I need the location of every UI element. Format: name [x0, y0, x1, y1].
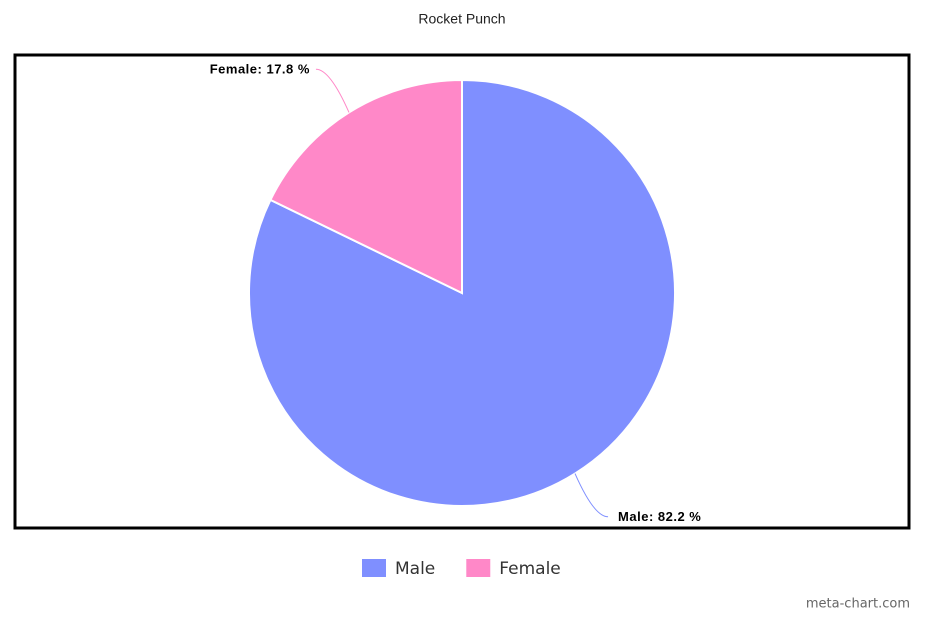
legend-swatch [362, 559, 386, 577]
label-connector [574, 473, 609, 518]
legend-label: Female [499, 559, 560, 579]
pie-slice [269, 78, 463, 295]
legend-label: Male [395, 559, 435, 579]
label-connector [315, 68, 350, 113]
data-label: Male: 82.2 % [618, 509, 701, 524]
pie-slice [248, 78, 676, 507]
data-label: Female: 17.8 % [210, 62, 310, 77]
credit: meta-chart.com [806, 597, 910, 612]
chart-title: Rocket Punch [418, 11, 505, 27]
legend-swatch [466, 559, 491, 577]
